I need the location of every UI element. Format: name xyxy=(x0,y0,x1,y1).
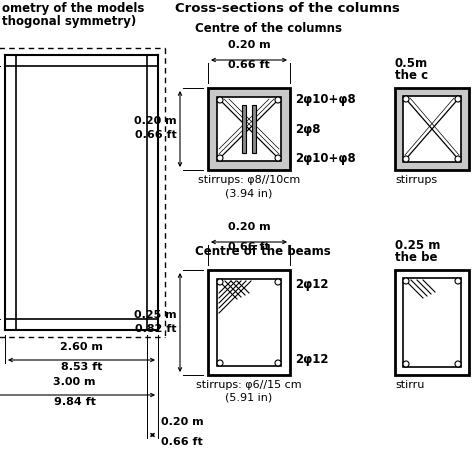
Text: stirru: stirru xyxy=(395,380,424,390)
Text: 0.66 ft: 0.66 ft xyxy=(135,130,177,140)
Circle shape xyxy=(275,279,281,285)
Text: 0.20 m: 0.20 m xyxy=(228,40,270,50)
Bar xyxy=(252,105,256,153)
Text: 2.60 m: 2.60 m xyxy=(60,342,103,352)
Circle shape xyxy=(275,360,281,366)
Text: the be: the be xyxy=(395,251,438,264)
Circle shape xyxy=(217,279,223,285)
Circle shape xyxy=(403,278,409,284)
Circle shape xyxy=(217,155,223,161)
Circle shape xyxy=(275,155,281,161)
Circle shape xyxy=(455,156,461,162)
Text: 3.00 m: 3.00 m xyxy=(53,377,96,387)
Text: 2φ12: 2φ12 xyxy=(295,353,328,366)
Text: Cross-sections of the columns: Cross-sections of the columns xyxy=(175,2,400,15)
Text: 0.20 m: 0.20 m xyxy=(228,222,270,232)
Text: stirrups: φ6//15 cm: stirrups: φ6//15 cm xyxy=(196,380,302,390)
Text: 0.5m: 0.5m xyxy=(395,57,428,70)
Bar xyxy=(395,270,469,375)
Bar xyxy=(403,278,461,367)
Text: stirrups: φ8//10cm: stirrups: φ8//10cm xyxy=(198,175,300,185)
Text: 2φ10+φ8: 2φ10+φ8 xyxy=(295,93,356,106)
Circle shape xyxy=(455,96,461,102)
Bar xyxy=(395,88,469,170)
Circle shape xyxy=(455,361,461,367)
Text: 8.53 ft: 8.53 ft xyxy=(61,362,102,372)
Text: (5.91 in): (5.91 in) xyxy=(225,393,273,403)
Bar xyxy=(217,97,281,161)
Text: 2φ12: 2φ12 xyxy=(295,278,328,291)
Text: Centre of the columns: Centre of the columns xyxy=(195,22,342,35)
Text: 0.66 ft: 0.66 ft xyxy=(228,242,270,252)
Bar xyxy=(217,279,281,366)
Bar xyxy=(208,88,290,170)
Circle shape xyxy=(403,96,409,102)
Text: the c: the c xyxy=(395,69,428,82)
Text: 0.25 m: 0.25 m xyxy=(134,310,177,319)
Text: 0.25 m: 0.25 m xyxy=(395,239,440,252)
Text: 0.20 m: 0.20 m xyxy=(161,417,204,427)
Text: ometry of the models: ometry of the models xyxy=(2,2,145,15)
Circle shape xyxy=(217,360,223,366)
Circle shape xyxy=(275,97,281,103)
Text: stirrups: stirrups xyxy=(395,175,437,185)
Bar xyxy=(242,105,246,153)
Text: 0.20 m: 0.20 m xyxy=(134,116,177,126)
Text: 0.66 ft: 0.66 ft xyxy=(161,437,203,447)
Text: 2φ8: 2φ8 xyxy=(295,123,320,136)
Circle shape xyxy=(217,97,223,103)
Text: 9.84 ft: 9.84 ft xyxy=(54,397,95,407)
Text: 0.82 ft: 0.82 ft xyxy=(136,323,177,334)
Circle shape xyxy=(403,156,409,162)
Text: 2φ10+φ8: 2φ10+φ8 xyxy=(295,152,356,165)
Text: thogonal symmetry): thogonal symmetry) xyxy=(2,15,136,28)
Text: (3.94 in): (3.94 in) xyxy=(225,188,273,198)
Circle shape xyxy=(403,361,409,367)
Text: 0.66 ft: 0.66 ft xyxy=(228,60,270,70)
Bar xyxy=(208,270,290,375)
Text: Centre of the beams: Centre of the beams xyxy=(195,245,331,258)
Circle shape xyxy=(455,278,461,284)
Bar xyxy=(403,96,461,162)
